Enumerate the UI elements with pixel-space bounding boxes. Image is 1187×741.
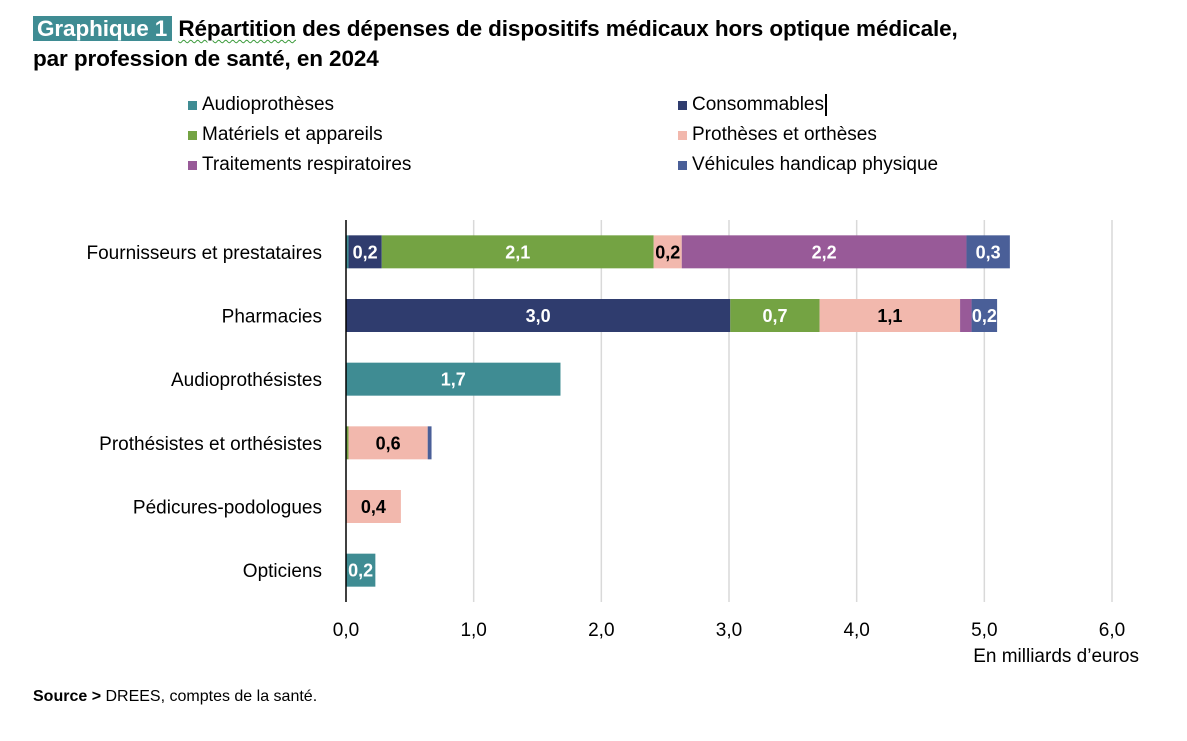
legend-item-protheses: Prothèses et orthèses: [678, 124, 877, 146]
bars: 0,2 2,1 0,2 2,2 0,3 3,0 0,7 1,1 0,2 1,7 0,6 0,4 0,2: [346, 235, 1010, 587]
x-axis-title: En milliards d’euros: [973, 646, 1139, 667]
legend-swatch: [188, 130, 197, 140]
category-label: Prothésistes et orthésistes: [99, 434, 322, 455]
bar-segment: [381, 235, 654, 269]
text-cursor: [825, 94, 827, 116]
x-tick-label: 3,0: [716, 620, 742, 641]
data-label: 0,2: [655, 242, 680, 262]
bar-segment: [681, 235, 967, 269]
bar-segment: [346, 553, 376, 587]
data-label: 2,1: [505, 242, 530, 262]
legend-swatch: [678, 100, 687, 110]
x-tick-labels: 0,0 1,0 2,0 3,0 4,0 5,0 6,0: [333, 620, 1125, 641]
bar-segment: [348, 426, 428, 460]
title-first-word: Répartition: [178, 16, 296, 41]
data-label: 0,4: [361, 497, 386, 517]
category-label: Fournisseurs et prestataires: [87, 243, 323, 264]
category-label: Opticiens: [243, 561, 322, 582]
legend: Audioprothèses Matériels et appareils Tr…: [0, 0, 1187, 200]
bar-segment: [960, 299, 972, 332]
category-label: Pédicures-podologues: [133, 498, 322, 519]
data-label: 0,2: [348, 561, 373, 581]
legend-label: Consommables: [692, 94, 824, 115]
data-label: 0,2: [972, 306, 997, 326]
legend-label: Audioprothèses: [202, 94, 335, 115]
legend-item-consommables: Consommables: [678, 94, 827, 116]
legend-item-materiels: Matériels et appareils: [188, 124, 383, 146]
category-label: Audioprothésistes: [171, 370, 322, 391]
legend-item-audioprotheses: Audioprothèses: [188, 94, 334, 116]
bar-segment: [819, 299, 961, 332]
legend-item-vehicules: Véhicules handicap physique: [678, 154, 938, 176]
bar-segment: [971, 299, 998, 332]
source-note: Source > DREES, comptes de la santé.: [33, 688, 317, 706]
legend-swatch: [678, 160, 687, 170]
data-label: 1,7: [441, 370, 466, 390]
bar-segment: [348, 235, 382, 269]
x-tick-label: 6,0: [1099, 620, 1125, 641]
data-label: 2,2: [812, 242, 837, 262]
title-line1-rest: des dépenses de dispositifs médicaux hor…: [296, 16, 958, 41]
bar-segment: [346, 490, 401, 523]
legend-label: Véhicules handicap physique: [692, 154, 939, 175]
bar-segment: [653, 235, 682, 269]
bar-segment: [346, 299, 731, 332]
legend-item-traitements: Traitements respiratoires: [188, 154, 411, 176]
data-label: 0,3: [976, 242, 1001, 262]
x-tick-label: 1,0: [460, 620, 486, 641]
legend-swatch: [188, 100, 197, 110]
category-labels: Fournisseurs et prestataires Pharmacies Au…: [87, 243, 323, 582]
data-label: 0,2: [353, 242, 378, 262]
data-label: 3,0: [526, 306, 551, 326]
legend-label: Prothèses et orthèses: [692, 124, 877, 145]
source-text: DREES, comptes de la santé.: [101, 688, 318, 705]
x-tick-label: 5,0: [971, 620, 997, 641]
x-tick-label: 4,0: [843, 620, 869, 641]
bar-segment: [730, 299, 820, 332]
data-label: 1,1: [877, 306, 902, 326]
gridlines: [472, 220, 1113, 602]
source-label: Source >: [33, 688, 102, 705]
category-label: Pharmacies: [222, 307, 322, 328]
x-tick-label: 2,0: [588, 620, 614, 641]
legend-label: Matériels et appareils: [202, 124, 383, 145]
title-line2: par profession de santé, en 2024: [33, 46, 379, 71]
data-label: 0,7: [762, 306, 787, 326]
data-label: 0,6: [376, 433, 401, 453]
bar-segment: [346, 235, 349, 269]
chart-title: Graphique 1 Répartition des dépenses de …: [33, 14, 958, 74]
bar-segment: [346, 426, 349, 460]
figure-tag: Graphique 1: [33, 16, 173, 41]
x-tick-label: 0,0: [333, 620, 359, 641]
legend-swatch: [678, 130, 687, 140]
legend-label: Traitements respiratoires: [202, 154, 412, 175]
bar-segment: [966, 235, 1010, 269]
bar-segment: [346, 362, 561, 396]
bar-segment: [427, 426, 432, 460]
legend-swatch: [188, 160, 197, 170]
